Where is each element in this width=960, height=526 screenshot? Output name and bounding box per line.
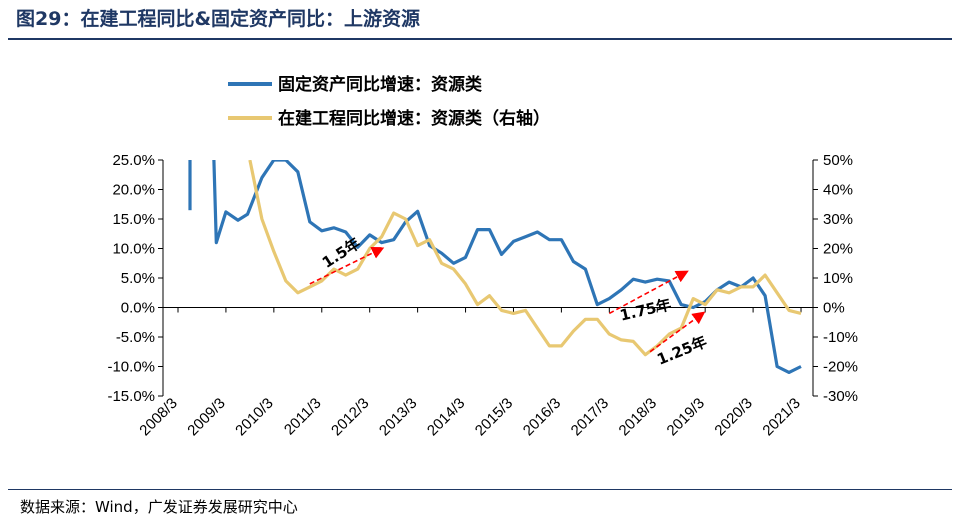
right-axis-tick-label: 20% — [823, 241, 853, 258]
right-axis-tick-label: 50% — [823, 152, 853, 169]
axes: -15.0% -10.0% -5.0% 0.0% 5.0% 10.0% 15.0% 20.0%… — [107, 152, 858, 439]
legend-label-series-2: 在建工程同比增速：资源类（右轴） — [278, 108, 550, 129]
right-axis-tick-label: 0% — [823, 300, 845, 317]
x-axis-tick-label: 2009/3 — [184, 395, 228, 439]
x-axis-tick-label: 2014/3 — [424, 395, 468, 439]
left-axis-tick-label: 25.0% — [112, 152, 155, 169]
x-axis-tick-label: 2017/3 — [568, 395, 612, 439]
plot-area — [188, 160, 802, 374]
title-underline — [8, 38, 952, 40]
annotation-arrow-3 — [649, 311, 706, 353]
x-axis-tick-label: 2016/3 — [520, 395, 564, 439]
x-axis-tick-label: 2020/3 — [711, 395, 755, 439]
right-axis-tick-label: -30% — [823, 388, 858, 405]
source-note: 数据来源：Wind，广发证券发展研究中心 — [20, 498, 298, 516]
right-axis-tick-label: 40% — [823, 182, 853, 199]
x-axis-tick-label: 2011/3 — [281, 395, 325, 439]
left-axis-tick-label: -10.0% — [107, 359, 155, 376]
annotations: 1.5年 1.75年 1.25年 — [309, 234, 709, 369]
legend-label-series-1: 固定资产同比增速：资源类 — [278, 74, 483, 95]
left-axis-tick-label: 15.0% — [112, 211, 155, 228]
annotation-label-2: 1.75年 — [618, 295, 673, 324]
left-axis-tick-label: 20.0% — [112, 182, 155, 199]
x-axis-tick-label: 2021/3 — [759, 395, 803, 439]
annotation-label-1: 1.5年 — [319, 234, 364, 272]
right-axis-tick-label: -10% — [823, 329, 858, 346]
annotation-label-3: 1.25年 — [654, 333, 709, 369]
series-line-2 — [248, 160, 802, 357]
legend: 固定资产同比增速：资源类 在建工程同比增速：资源类（右轴） — [228, 74, 550, 129]
footer-divider — [8, 489, 952, 490]
left-axis-tick-label: -15.0% — [107, 388, 155, 405]
x-axis-tick-label: 2012/3 — [328, 395, 372, 439]
x-axis-tick-label: 2013/3 — [376, 395, 420, 439]
x-axis-tick-label: 2010/3 — [232, 395, 276, 439]
right-axis-tick-label: 10% — [823, 270, 853, 287]
line-chart: 固定资产同比增速：资源类 在建工程同比增速：资源类（右轴） -15.0% -10.… — [107, 74, 858, 439]
right-axis-tick-label: -20% — [823, 359, 858, 376]
left-axis-tick-label: 5.0% — [121, 270, 155, 287]
series-line-1 — [212, 160, 802, 374]
annotation-arrow-2 — [608, 270, 689, 315]
annotation-arrow-1 — [309, 246, 385, 285]
left-axis-tick-label: 0.0% — [121, 300, 155, 317]
x-axis-tick-label: 2019/3 — [664, 395, 708, 439]
left-axis-tick-label: 10.0% — [112, 241, 155, 258]
figure-title: 图29：在建工程同比&固定资产同比：上游资源 — [16, 8, 421, 30]
x-axis-tick-label: 2018/3 — [616, 395, 660, 439]
x-axis-tick-label: 2015/3 — [472, 395, 516, 439]
right-axis-tick-label: 30% — [823, 211, 853, 228]
left-axis-tick-label: -5.0% — [116, 329, 155, 346]
